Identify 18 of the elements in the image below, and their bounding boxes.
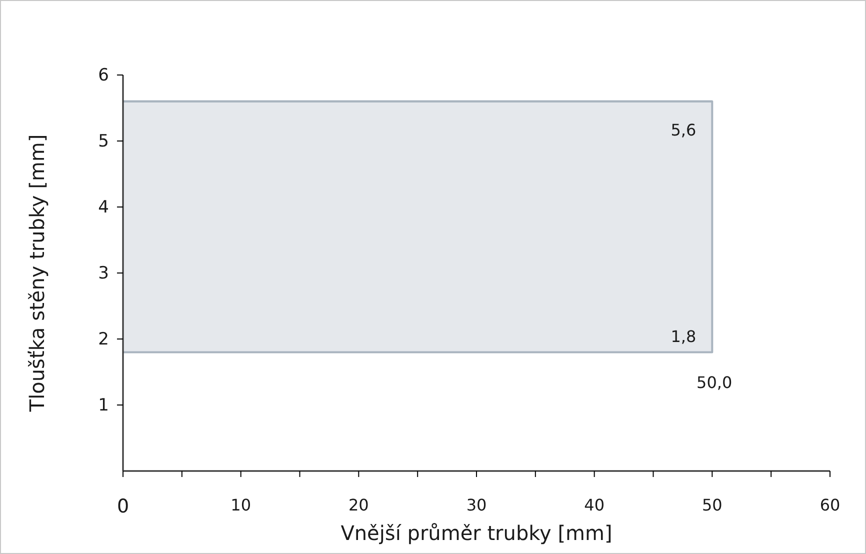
x-tick-label: 30 — [466, 495, 487, 514]
annotation: 50,0 — [696, 373, 732, 392]
y-axis-title: Tloušťka stěny trubky [mm] — [25, 134, 49, 413]
y-tick-label: 6 — [98, 65, 109, 86]
x-tick-label: 60 — [820, 495, 840, 514]
y-tick-label: 2 — [98, 329, 109, 350]
y-tick-label: 1 — [98, 395, 109, 416]
x-tick-label: 0 — [116, 495, 130, 518]
y-tick-label: 5 — [98, 131, 109, 152]
x-tick-label: 50 — [702, 495, 722, 514]
x-tick-label: 20 — [348, 495, 369, 514]
y-tick-label: 3 — [98, 263, 109, 284]
annotation: 5,6 — [670, 120, 696, 140]
x-axis-title: Vnější průměr trubky [mm] — [340, 521, 612, 545]
x-tick-label: 40 — [584, 495, 605, 514]
y-tick-label: 4 — [98, 197, 109, 218]
x-tick-label: 10 — [230, 495, 252, 514]
annotation: 1,8 — [670, 327, 696, 346]
